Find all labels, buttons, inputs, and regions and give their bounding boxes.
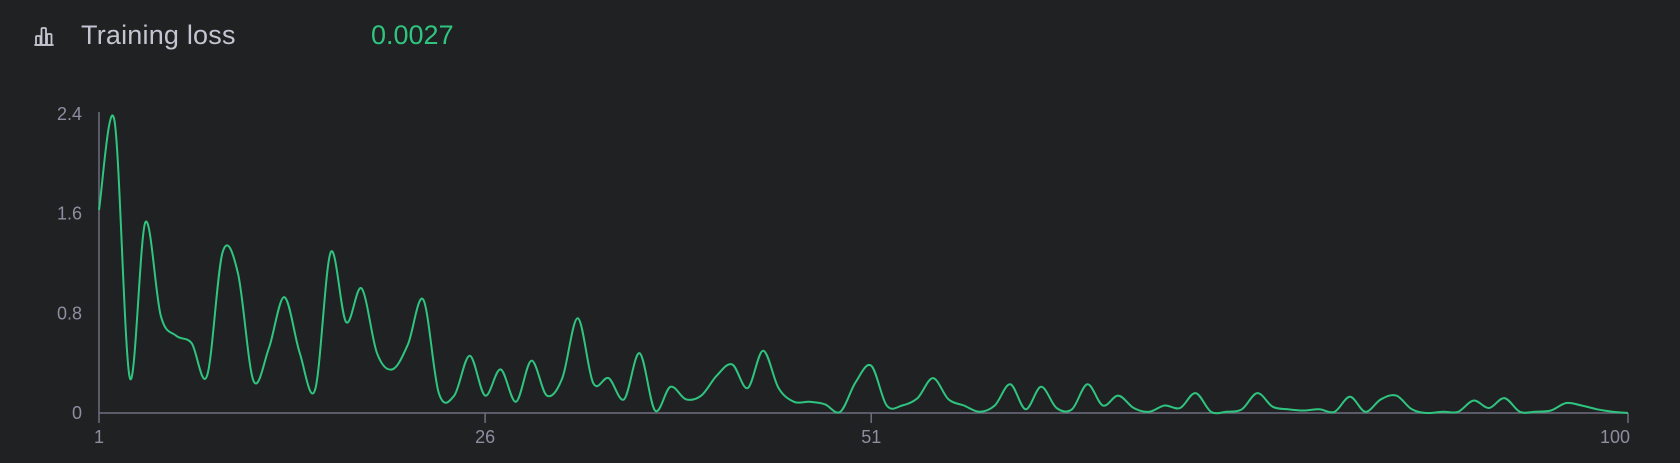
x-tick-label: 51: [861, 427, 881, 447]
bar-chart-icon: [32, 24, 56, 48]
y-tick-label: 0: [72, 403, 82, 423]
y-tick-label: 0.8: [57, 303, 82, 323]
x-tick-label: 26: [475, 427, 495, 447]
chart-header: Training loss 0.0027: [32, 16, 454, 56]
loss-series-line: [98, 114, 1629, 415]
current-loss-value: 0.0027: [371, 20, 454, 50]
chart-title: Training loss: [81, 20, 236, 50]
y-tick-label: 2.4: [57, 104, 82, 124]
x-tick-label: 1: [94, 427, 104, 447]
x-tick-label: 100: [1600, 427, 1630, 447]
y-tick-label: 1.6: [57, 204, 82, 224]
